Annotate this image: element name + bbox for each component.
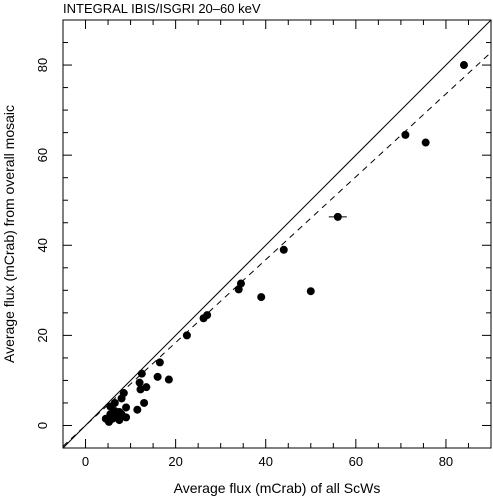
data-point bbox=[122, 413, 131, 422]
data-point bbox=[182, 331, 191, 340]
data-point bbox=[234, 285, 243, 294]
data-point bbox=[122, 403, 131, 412]
data-point bbox=[155, 358, 164, 367]
x-tick-label: 80 bbox=[439, 454, 453, 469]
data-point bbox=[164, 375, 173, 384]
data-point bbox=[140, 398, 149, 407]
axis-ticks: 0 20 40 60 80 0 20 40 60 80 bbox=[35, 19, 492, 469]
data-point bbox=[142, 383, 151, 392]
data-point bbox=[279, 245, 288, 254]
data-point bbox=[133, 405, 142, 414]
x-tick-label: 40 bbox=[259, 454, 273, 469]
reference-line-solid bbox=[62, 19, 492, 449]
y-tick-label: 20 bbox=[35, 328, 50, 342]
data-point bbox=[104, 417, 113, 426]
data-point bbox=[199, 314, 208, 323]
data-point bbox=[401, 130, 410, 139]
data-point bbox=[306, 287, 315, 296]
chart-title: INTEGRAL IBIS/ISGRI 20–60 keV bbox=[63, 1, 261, 16]
x-axis-label: Average flux (mCrab) of all ScWs bbox=[174, 480, 381, 496]
data-point bbox=[117, 394, 126, 403]
y-tick-label: 40 bbox=[35, 238, 50, 252]
data-point bbox=[257, 293, 266, 302]
data-point bbox=[421, 138, 430, 147]
plot-frame bbox=[62, 19, 492, 449]
x-tick-label: 60 bbox=[349, 454, 363, 469]
reference-lines bbox=[62, 19, 492, 449]
data-point bbox=[459, 61, 468, 70]
reference-line-dashed bbox=[62, 52, 492, 447]
data-point bbox=[333, 212, 342, 221]
x-tick-label: 0 bbox=[82, 454, 89, 469]
x-tick-label: 20 bbox=[168, 454, 182, 469]
data-point bbox=[135, 378, 144, 387]
y-tick-label: 60 bbox=[35, 148, 50, 162]
data-points bbox=[101, 61, 468, 426]
data-point bbox=[115, 416, 124, 425]
y-tick-label: 0 bbox=[35, 422, 50, 429]
y-tick-label: 80 bbox=[35, 58, 50, 72]
data-point bbox=[137, 369, 146, 378]
data-point bbox=[153, 372, 162, 381]
y-axis-label: Average flux (mCrab) from overall mosaic bbox=[1, 105, 17, 363]
